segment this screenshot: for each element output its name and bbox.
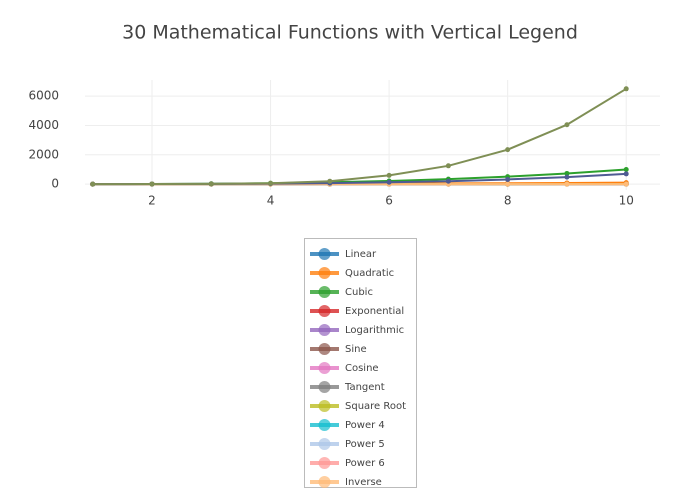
legend-label: Tangent xyxy=(344,382,385,393)
data-point xyxy=(327,179,332,184)
legend-label: Quadratic xyxy=(345,268,394,279)
legend-marker xyxy=(319,343,331,355)
legend-marker xyxy=(319,305,331,317)
y-tick-label: 2000 xyxy=(28,147,59,161)
data-point xyxy=(268,181,273,186)
legend-label: Linear xyxy=(345,249,377,260)
legend-marker xyxy=(319,400,331,412)
legend-label: Logarithmic xyxy=(345,325,404,336)
data-point xyxy=(564,182,569,187)
legend-label: Power 5 xyxy=(345,439,385,450)
grid: 0 2000 4000 6000 2 4 6 8 10 xyxy=(28,80,660,208)
legend-label: Power 4 xyxy=(345,420,385,431)
legend-marker xyxy=(319,248,331,260)
x-tick-label: 8 xyxy=(504,194,512,208)
data-point xyxy=(505,147,510,152)
plot-area xyxy=(90,86,629,186)
legend-marker xyxy=(319,438,331,450)
data-point xyxy=(624,171,629,176)
data-point xyxy=(387,173,392,178)
data-point xyxy=(624,182,629,187)
x-tick-label: 4 xyxy=(267,194,275,208)
data-point xyxy=(446,179,451,184)
x-tick-label: 6 xyxy=(385,194,393,208)
y-tick-label: 6000 xyxy=(28,89,59,103)
legend-label: Power 6 xyxy=(345,458,385,469)
legend-label: Exponential xyxy=(345,306,404,317)
data-point xyxy=(624,167,629,172)
legend-marker xyxy=(319,419,331,431)
chart-title: 30 Mathematical Functions with Vertical … xyxy=(122,22,578,44)
legend-marker xyxy=(319,457,331,469)
data-point xyxy=(387,180,392,185)
legend-label: Cosine xyxy=(345,363,379,374)
legend: Linear Quadratic Cubic Exponential Logarithm… xyxy=(305,239,417,489)
data-point xyxy=(209,181,214,186)
data-point xyxy=(564,122,569,127)
data-point xyxy=(505,177,510,182)
data-point xyxy=(505,182,510,187)
legend-label: Square Root xyxy=(345,401,406,412)
legend-label: Inverse xyxy=(345,477,382,488)
data-point xyxy=(90,182,95,187)
data-point xyxy=(564,175,569,180)
legend-marker xyxy=(319,324,331,336)
legend-marker xyxy=(319,381,331,393)
data-point xyxy=(446,163,451,168)
legend-marker xyxy=(319,476,331,488)
series-line xyxy=(93,89,627,184)
legend-marker xyxy=(319,267,331,279)
legend-label: Cubic xyxy=(345,287,373,298)
x-tick-label: 10 xyxy=(619,194,634,208)
y-tick-label: 4000 xyxy=(28,118,59,132)
y-tick-label: 0 xyxy=(51,177,59,191)
x-tick-label: 2 xyxy=(148,194,156,208)
legend-marker xyxy=(319,286,331,298)
legend-marker xyxy=(319,362,331,374)
legend-label: Sine xyxy=(345,344,367,355)
data-point xyxy=(624,86,629,91)
data-point xyxy=(149,182,154,187)
